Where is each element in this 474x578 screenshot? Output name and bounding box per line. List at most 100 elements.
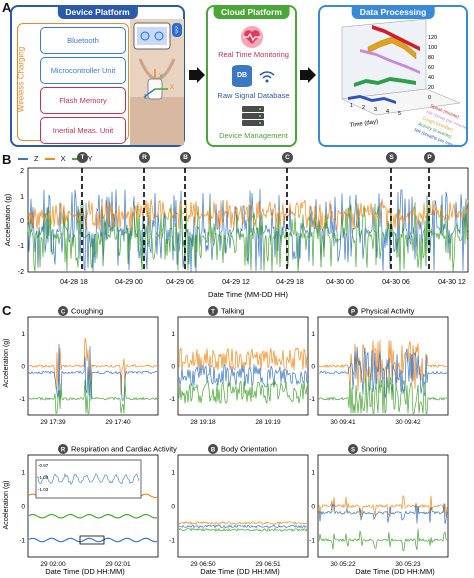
z-tick: 80 bbox=[428, 55, 434, 61]
subplot-x-tick: 29 17:40 bbox=[105, 419, 131, 426]
inset-zoom-box bbox=[79, 535, 105, 545]
subplot-marker: T bbox=[211, 310, 215, 316]
device-platform-box: Device Platform Wireless Charging Blueto… bbox=[10, 5, 185, 147]
subplot-x-tick: 28 19:19 bbox=[255, 419, 281, 426]
z-tick: 60 bbox=[428, 65, 434, 71]
x-tick: 04-29 06 bbox=[166, 279, 194, 286]
subplot-x-tick: 29 06:51 bbox=[255, 561, 281, 568]
subplot-y-tick: 1 bbox=[311, 470, 315, 477]
subplot-marker: P bbox=[351, 310, 355, 316]
subplot-marker-circle bbox=[348, 306, 358, 316]
cloud-item-management: Device Management bbox=[219, 131, 288, 140]
3d-ribbon-chart: 120 100 80 60 40 20 0 1 2 3 4 5 Time (da… bbox=[341, 18, 466, 145]
subplot-trace bbox=[318, 375, 448, 414]
subplot-y-tick: 1 bbox=[311, 331, 315, 338]
unit-bluetooth: Bluetooth bbox=[40, 27, 126, 54]
subplot-marker-circle bbox=[348, 444, 358, 454]
data-processing-title: Data Processing bbox=[351, 5, 435, 19]
subplot-trace bbox=[178, 521, 307, 525]
x-tick: 04-30 06 bbox=[382, 279, 410, 286]
inset-y-tick: -0.97 bbox=[38, 463, 49, 468]
arrow-icon bbox=[300, 67, 316, 83]
legend-y: Y bbox=[87, 154, 93, 163]
x-tick: 04-29 18 bbox=[276, 279, 304, 286]
timeline-y-label: Acceleration (g) bbox=[3, 193, 12, 246]
subplot-x-label: Date Time (DD HH:MM) bbox=[45, 567, 125, 576]
subplot-title: Respiration and Cardiac Activity bbox=[71, 445, 177, 454]
subplot-trace bbox=[318, 503, 448, 524]
x-tick: 1 bbox=[350, 103, 353, 109]
subplot-trace bbox=[318, 494, 448, 518]
x-tick: 5 bbox=[398, 111, 401, 117]
subplot-y-tick: -1 bbox=[309, 538, 315, 545]
neck-device-photo bbox=[130, 19, 184, 145]
timeline-trace bbox=[27, 199, 469, 231]
subplot-x-tick: 30 09:41 bbox=[330, 419, 356, 426]
heart-monitor-icon bbox=[241, 26, 263, 48]
subplot-x-tick: 30 05:22 bbox=[330, 561, 356, 568]
subplot-trace bbox=[318, 528, 448, 552]
wireless-charging-label: Wireless Charging bbox=[16, 46, 26, 113]
subplot-x-tick: 28 19:18 bbox=[190, 419, 216, 426]
x-tick: 3 bbox=[374, 107, 377, 113]
x-tick: 4 bbox=[386, 109, 389, 115]
subplot-marker-circle bbox=[58, 306, 68, 316]
inset-y-tick: -1.00 bbox=[38, 475, 49, 480]
subplot-trace bbox=[318, 346, 448, 399]
x-axis-label: Time (day) bbox=[349, 119, 378, 129]
x-tick: 2 bbox=[362, 105, 365, 111]
subplot-y-label: Acceleration (g) bbox=[3, 480, 10, 529]
subplot-y-tick: 0 bbox=[311, 504, 315, 511]
arrow-icon bbox=[189, 67, 205, 83]
x-tick: 04-29 00 bbox=[115, 279, 143, 286]
bluetooth-icon: ᛒ bbox=[172, 23, 182, 37]
legend-x: X bbox=[60, 154, 66, 163]
timeline-trace bbox=[27, 188, 469, 272]
cloud-item-database: Raw Signal Database bbox=[217, 91, 290, 100]
subplot-y-tick: 1 bbox=[171, 470, 175, 477]
subplot-x-label: Date Time (DD HH:MM) bbox=[200, 567, 280, 576]
subplot-y-tick: 0 bbox=[21, 504, 25, 511]
legend-swatch-x bbox=[44, 157, 55, 160]
z-tick: 20 bbox=[428, 85, 434, 91]
marker-snoring: S bbox=[386, 152, 397, 163]
subplot-trace bbox=[178, 379, 308, 405]
subplot-y-tick: -1 bbox=[169, 538, 175, 545]
unit-microcontroller: Microcontroller Unit bbox=[40, 57, 126, 84]
legend-swatch-y bbox=[71, 157, 82, 160]
subplot-y-label: Acceleration (g) bbox=[3, 338, 10, 387]
subplot-x-tick: 29 02:00 bbox=[40, 561, 66, 568]
legend-labels: Speak (minute) HR (beats per minute) Cou… bbox=[414, 103, 466, 145]
panel-a-label: A bbox=[2, 0, 12, 15]
subplots-grid: C Coughing 1 0 -1 29 17:39 29 17:40 T Talking 1 0 -… bbox=[3, 306, 449, 576]
z-tick: 120 bbox=[428, 35, 437, 41]
database-icon: DB bbox=[232, 65, 252, 87]
x-tick: 04-29 12 bbox=[222, 279, 250, 286]
cloud-platform-box: Cloud Platform Real Time Monitoring DB R… bbox=[206, 5, 297, 147]
subplot-y-tick: 1 bbox=[21, 331, 25, 338]
unit-flash-memory: Flash Memory bbox=[40, 87, 126, 114]
subplot-trace bbox=[28, 343, 158, 402]
subplot-trace bbox=[28, 378, 158, 415]
unit-imu: Inertial Meas. Unit bbox=[40, 117, 126, 144]
subplot-x-tick: 29 17:39 bbox=[40, 419, 66, 426]
x-tick: 04-28 18 bbox=[60, 279, 88, 286]
subplot-x-tick: 29 02:01 bbox=[105, 561, 131, 568]
subplot-trace bbox=[178, 527, 308, 532]
marker-physical: P bbox=[424, 152, 435, 163]
subplot-x-tick: 30 09:42 bbox=[395, 419, 421, 426]
subplot-y-tick: -1 bbox=[19, 396, 25, 403]
axis-label-x: X bbox=[170, 85, 175, 91]
subplot-marker-circle bbox=[208, 306, 218, 316]
marker-orientation: B bbox=[180, 152, 191, 163]
subplot-trace bbox=[28, 338, 158, 395]
timeline-trace bbox=[27, 200, 469, 272]
inset-trace bbox=[36, 473, 140, 485]
subplot-title: Physical Activity bbox=[361, 307, 415, 316]
subplot-title: Coughing bbox=[71, 307, 103, 316]
subplot-marker: R bbox=[61, 448, 66, 454]
subplot-trace bbox=[178, 364, 308, 388]
wifi-icon bbox=[259, 71, 275, 83]
subplot-x-tick: 29 06:50 bbox=[190, 561, 216, 568]
timeline-legend: Z X Y bbox=[18, 154, 93, 163]
